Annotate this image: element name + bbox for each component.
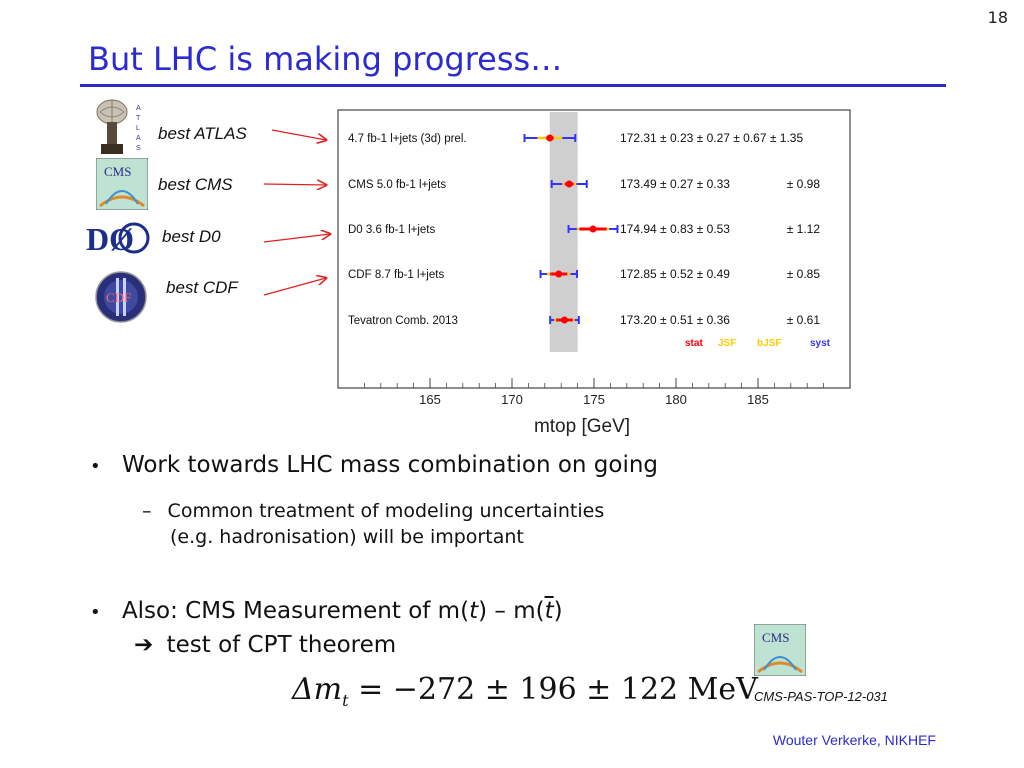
bullet-2-prefix: Also: CMS Measurement of m( [121, 598, 470, 624]
bullet-1: • Work towards LHC mass combination on g… [90, 452, 830, 478]
measurement-label: 4.7 fb-1 l+jets (3d) prel. [348, 133, 467, 145]
top-mass-chart: 165 170 175 180 185 mtop [GeV] 4.7 fb-1 l+jets… [337, 109, 851, 437]
slide-title: But LHC is making progress… [88, 40, 563, 78]
bullet-2-suffix: ) [553, 598, 563, 624]
atlas-logo-letter-s: S [136, 145, 141, 152]
measurement-syst-text: ± 0.61 [787, 313, 821, 327]
sub-bullet-1: – Common treatment of modeling uncertain… [142, 498, 782, 550]
page-number: 18 [987, 8, 1008, 27]
x-tick-label-185: 185 [747, 392, 769, 407]
legend-syst: syst [810, 338, 831, 349]
measurement-syst-text: ± 1.12 [787, 222, 821, 236]
cdf-logo-text: CDF [106, 290, 131, 305]
measurement-label: CDF 8.7 fb-1 l+jets [348, 269, 444, 281]
central-value-point [555, 270, 563, 278]
measurement-syst-text: ± 0.98 [787, 177, 821, 191]
arrow-cms [263, 184, 326, 185]
atlas-logo-letter-a: A [136, 105, 141, 112]
measurement-value-text: 174.94 ± 0.83 ± 0.53 [620, 222, 730, 236]
measurement-value-text: 172.31 ± 0.23 ± 0.27 ± 0.67 ± 1.35 [620, 131, 803, 145]
x-tick-label-170: 170 [501, 392, 523, 407]
right-arrow-icon: ➔ [134, 632, 154, 658]
bullet-2-mid: ) – m( [478, 598, 545, 624]
combination-band [549, 112, 578, 352]
formula-sub: t [342, 691, 349, 710]
bullet-dot-2: • [90, 602, 101, 623]
x-axis-label: mtop [GeV] [534, 416, 630, 437]
central-value-point [565, 180, 573, 188]
measurement-label: D0 3.6 fb-1 l+jets [348, 224, 436, 236]
measurement-value-text: 173.49 ± 0.27 ± 0.33 [620, 177, 730, 191]
central-value-point [546, 134, 554, 142]
legend-bjsf: bJSF [757, 338, 781, 349]
bullet-1-text: Work towards LHC mass combination on goi… [121, 452, 659, 478]
central-value-point [589, 225, 597, 233]
label-best-atlas: best ATLAS [158, 124, 247, 143]
bullet-2-line2: ➔ test of CPT theorem [134, 632, 634, 658]
measurement-value-text: 172.85 ± 0.52 ± 0.49 [620, 267, 730, 281]
bullet-2-line2-text: test of CPT theorem [166, 632, 397, 658]
bullet-dot-1: • [90, 456, 101, 477]
arrow-cdf [263, 278, 326, 296]
cms-logo-small-text: CMS [762, 630, 789, 645]
title-divider [80, 84, 946, 87]
formula-rhs: = −272 ± 196 ± 122 MeV [358, 672, 758, 707]
cms-logo-small: CMS [754, 624, 806, 676]
cdf-logo: CDF [95, 271, 147, 323]
x-tick-label-175: 175 [583, 392, 605, 407]
bullet-2-tbar: t [544, 598, 554, 624]
delta-mt-formula: Δmt = −272 ± 196 ± 122 MeV [292, 672, 758, 710]
arrow-atlas [271, 129, 326, 140]
legend-jsf: JSF [718, 338, 736, 349]
atlas-logo-letter-l: L [136, 125, 140, 132]
cms-logo: CMS [96, 158, 148, 210]
bullet-2-t: t [469, 598, 479, 624]
label-best-cdf: best CDF [166, 278, 238, 297]
measurement-label: CMS 5.0 fb-1 l+jets [348, 179, 446, 191]
formula-lhs: Δm [292, 672, 343, 707]
d0-logo: DØ [86, 221, 150, 257]
atlas-logo-letter-a2: A [136, 135, 141, 142]
author-footer: Wouter Verkerke, NIKHEF [772, 732, 936, 748]
legend-stat: stat [685, 338, 703, 349]
cms-logo-text: CMS [104, 164, 131, 179]
sub-bullet-1-line2: (e.g. hadronisation) will be important [170, 526, 524, 548]
label-best-d0: best D0 [162, 227, 221, 246]
central-value-point [560, 316, 568, 324]
x-tick-label-180: 180 [665, 392, 687, 407]
sub-bullet-dash: – [142, 500, 152, 522]
x-tick-label-165: 165 [419, 392, 441, 407]
measurement-label: Tevatron Comb. 2013 [348, 315, 458, 327]
atlas-logo-letter-t: T [136, 115, 141, 122]
atlas-logo: A T L A S [96, 99, 141, 154]
reference-note: CMS-PAS-TOP-12-031 [754, 689, 888, 704]
measurement-syst-text: ± 0.85 [787, 267, 821, 281]
label-best-cms: best CMS [158, 175, 233, 194]
arrow-d0 [263, 234, 330, 243]
measurement-value-text: 173.20 ± 0.51 ± 0.36 [620, 313, 730, 327]
bullet-2: • Also: CMS Measurement of m(t) – m(t) [90, 598, 790, 624]
sub-bullet-1-line1: Common treatment of modeling uncertainti… [167, 500, 605, 522]
